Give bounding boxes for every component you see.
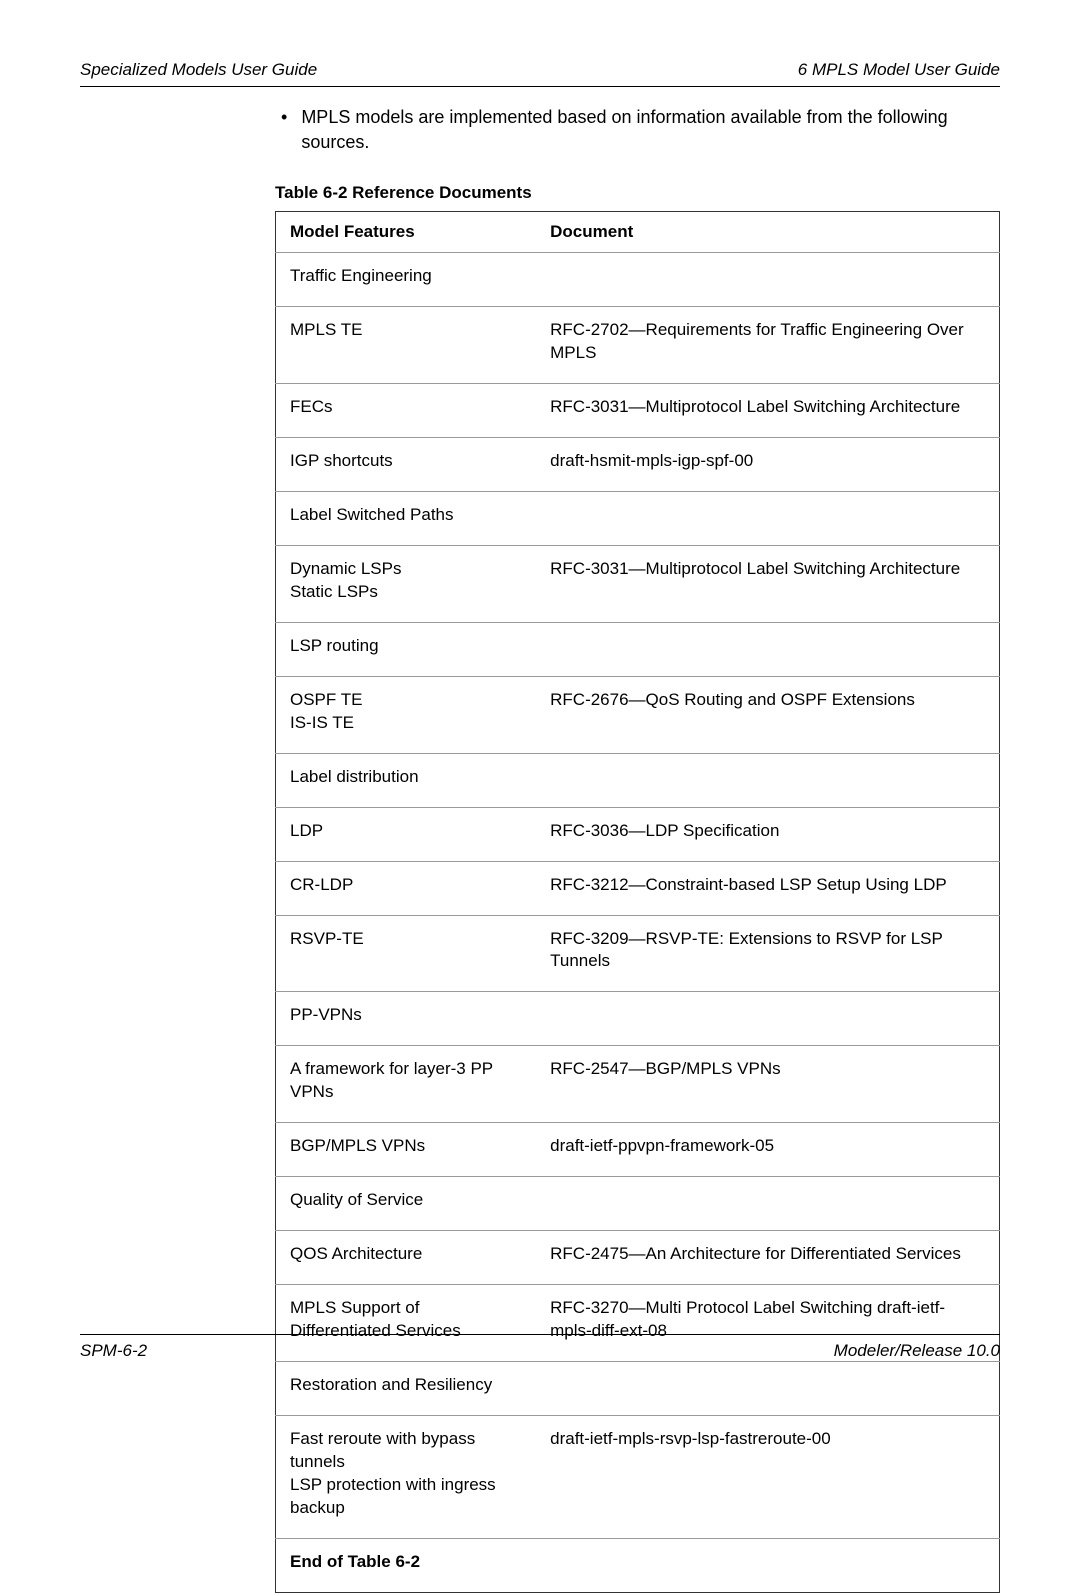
header-right: 6 MPLS Model User Guide (798, 60, 1000, 80)
reference-table: Model Features Document Traffic Engineer… (275, 211, 1000, 1592)
table-row: LDPRFC-3036—LDP Specification (276, 807, 1000, 861)
table-cell-document: draft-hsmit-mpls-igp-spf-00 (536, 438, 999, 492)
table-cell-document: RFC-3212—Constraint-based LSP Setup Usin… (536, 861, 999, 915)
table-cell-document: RFC-2547—BGP/MPLS VPNs (536, 1046, 999, 1123)
table-cell-document: RFC-3209—RSVP-TE: Extensions to RSVP for… (536, 915, 999, 992)
table-row: Fast reroute with bypass tunnelsLSP prot… (276, 1415, 1000, 1538)
table-cell-feature: Dynamic LSPsStatic LSPs (276, 546, 537, 623)
table-cell-feature: CR-LDP (276, 861, 537, 915)
table-cell-feature: QOS Architecture (276, 1231, 537, 1285)
table-row: A framework for layer-3 PP VPNsRFC-2547—… (276, 1046, 1000, 1123)
table-cell-document (536, 622, 999, 676)
bullet-text: MPLS models are implemented based on inf… (301, 105, 1000, 155)
table-row: PP-VPNs (276, 992, 1000, 1046)
table-cell-document: draft-ietf-mpls-rsvp-lsp-fastreroute-00 (536, 1415, 999, 1538)
table-cell-document (536, 1361, 999, 1415)
main-content: • MPLS models are implemented based on i… (275, 105, 1000, 1593)
table-row: Traffic Engineering (276, 253, 1000, 307)
table-caption: Table 6-2 Reference Documents (275, 183, 1000, 203)
table-cell-feature: Quality of Service (276, 1177, 537, 1231)
table-row: RSVP-TERFC-3209—RSVP-TE: Extensions to R… (276, 915, 1000, 992)
table-cell-feature: A framework for layer-3 PP VPNs (276, 1046, 537, 1123)
table-cell-document: draft-ietf-ppvpn-framework-05 (536, 1123, 999, 1177)
table-cell-feature: Label Switched Paths (276, 492, 537, 546)
table-cell-feature: FECs (276, 384, 537, 438)
table-cell-document (536, 992, 999, 1046)
table-header-row: Model Features Document (276, 212, 1000, 253)
table-row: OSPF TEIS-IS TERFC-2676—QoS Routing and … (276, 676, 1000, 753)
table-row: Quality of Service (276, 1177, 1000, 1231)
table-cell-feature: LDP (276, 807, 537, 861)
table-cell-document (536, 753, 999, 807)
table-cell-feature: Label distribution (276, 753, 537, 807)
table-cell-feature: BGP/MPLS VPNs (276, 1123, 537, 1177)
table-header-document: Document (536, 212, 999, 253)
table-cell-document: RFC-2702—Requirements for Traffic Engine… (536, 307, 999, 384)
table-cell-feature: Traffic Engineering (276, 253, 537, 307)
table-row: Label distribution (276, 753, 1000, 807)
page-header: Specialized Models User Guide 6 MPLS Mod… (80, 60, 1000, 87)
table-end-label: End of Table 6-2 (276, 1538, 1000, 1592)
footer-left: SPM-6-2 (80, 1341, 147, 1361)
table-row: IGP shortcutsdraft-hsmit-mpls-igp-spf-00 (276, 438, 1000, 492)
table-cell-document: RFC-2475—An Architecture for Differentia… (536, 1231, 999, 1285)
table-cell-feature: PP-VPNs (276, 992, 537, 1046)
table-row: QOS ArchitectureRFC-2475—An Architecture… (276, 1231, 1000, 1285)
table-cell-document: RFC-3031—Multiprotocol Label Switching A… (536, 384, 999, 438)
page-footer: SPM-6-2 Modeler/Release 10.0 (80, 1334, 1000, 1361)
bullet-icon: • (281, 105, 287, 130)
table-end-row: End of Table 6-2 (276, 1538, 1000, 1592)
table-cell-feature: Fast reroute with bypass tunnelsLSP prot… (276, 1415, 537, 1538)
table-cell-document (536, 492, 999, 546)
header-left: Specialized Models User Guide (80, 60, 317, 80)
table-row: Label Switched Paths (276, 492, 1000, 546)
table-cell-feature: Restoration and Resiliency (276, 1361, 537, 1415)
table-cell-document: RFC-3031—Multiprotocol Label Switching A… (536, 546, 999, 623)
table-row: Dynamic LSPsStatic LSPsRFC-3031—Multipro… (276, 546, 1000, 623)
table-row: CR-LDPRFC-3212—Constraint-based LSP Setu… (276, 861, 1000, 915)
footer-right: Modeler/Release 10.0 (834, 1341, 1000, 1361)
table-cell-document (536, 1177, 999, 1231)
table-cell-document: RFC-3036—LDP Specification (536, 807, 999, 861)
table-row: LSP routing (276, 622, 1000, 676)
table-row: MPLS TERFC-2702—Requirements for Traffic… (276, 307, 1000, 384)
table-cell-feature: IGP shortcuts (276, 438, 537, 492)
table-cell-feature: MPLS TE (276, 307, 537, 384)
table-row: FECsRFC-3031—Multiprotocol Label Switchi… (276, 384, 1000, 438)
table-cell-document (536, 253, 999, 307)
table-row: BGP/MPLS VPNsdraft-ietf-ppvpn-framework-… (276, 1123, 1000, 1177)
table-cell-feature: LSP routing (276, 622, 537, 676)
table-row: Restoration and Resiliency (276, 1361, 1000, 1415)
bullet-item: • MPLS models are implemented based on i… (275, 105, 1000, 155)
table-cell-document: RFC-2676—QoS Routing and OSPF Extensions (536, 676, 999, 753)
table-cell-feature: RSVP-TE (276, 915, 537, 992)
table-cell-feature: OSPF TEIS-IS TE (276, 676, 537, 753)
table-header-features: Model Features (276, 212, 537, 253)
